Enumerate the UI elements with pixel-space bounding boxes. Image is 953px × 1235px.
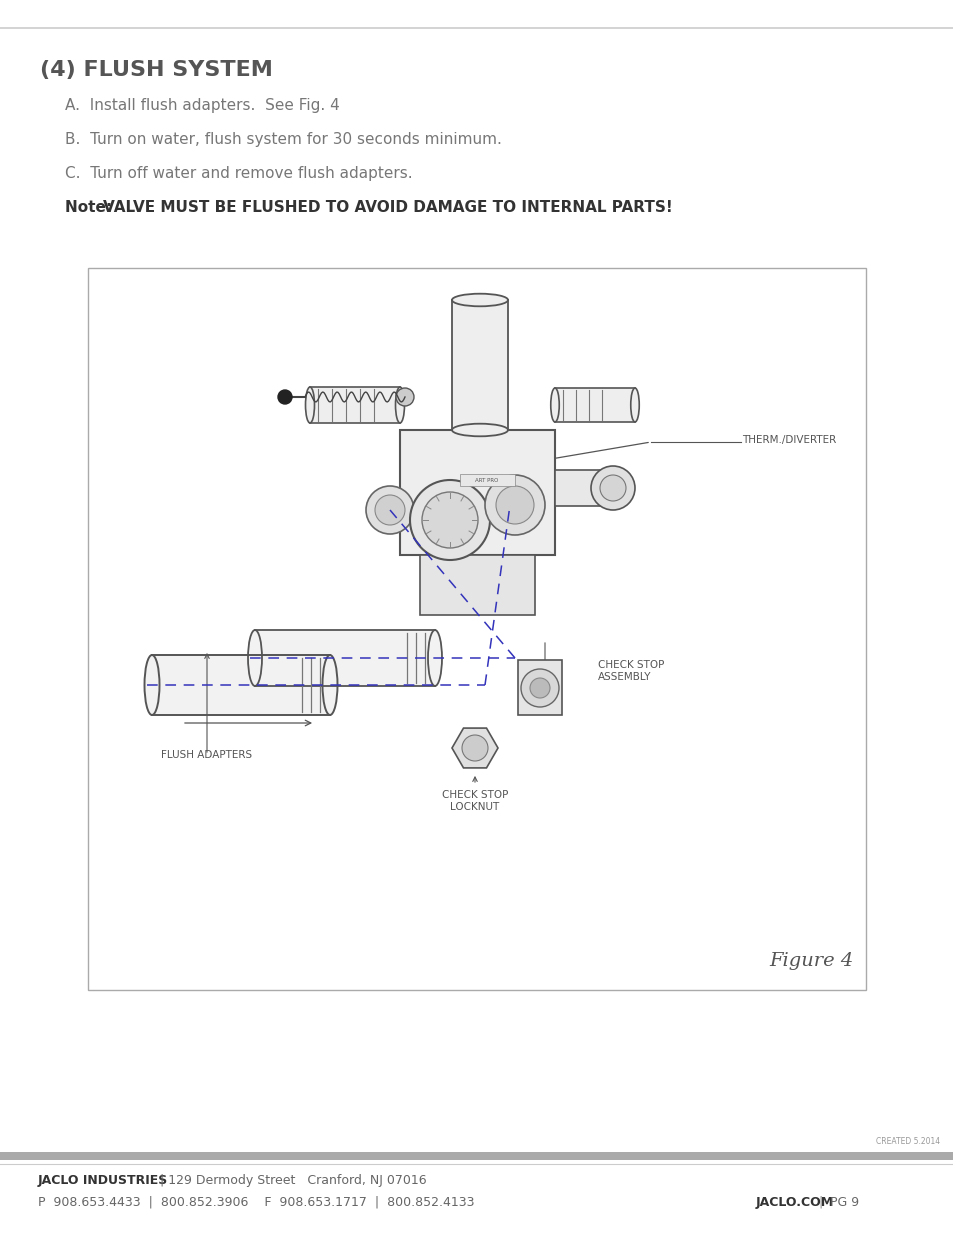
Text: P  908.653.4433  |  800.852.3906    F  908.653.1717  |  800.852.4133: P 908.653.4433 | 800.852.3906 F 908.653.… xyxy=(38,1195,474,1209)
Text: CHECK STOP
LOCKNUT: CHECK STOP LOCKNUT xyxy=(441,790,508,811)
Text: Note:: Note: xyxy=(65,200,117,215)
Ellipse shape xyxy=(248,630,262,685)
Bar xyxy=(310,387,399,424)
Text: CHECK STOP
ASSEMBLY: CHECK STOP ASSEMBLY xyxy=(598,659,663,682)
Text: B.  Turn on water, flush system for 30 seconds minimum.: B. Turn on water, flush system for 30 se… xyxy=(65,132,501,147)
Text: CREATED 5.2014: CREATED 5.2014 xyxy=(875,1137,939,1146)
Ellipse shape xyxy=(144,655,159,715)
Text: THERM./DIVERTER: THERM./DIVERTER xyxy=(741,435,836,445)
Ellipse shape xyxy=(305,387,314,424)
Circle shape xyxy=(421,492,477,548)
Ellipse shape xyxy=(395,388,414,406)
Circle shape xyxy=(366,487,414,534)
Circle shape xyxy=(484,475,544,535)
Bar xyxy=(399,430,555,555)
Ellipse shape xyxy=(550,388,558,422)
Text: FLUSH ADAPTERS: FLUSH ADAPTERS xyxy=(161,750,253,760)
Circle shape xyxy=(599,475,625,501)
Circle shape xyxy=(590,466,635,510)
Circle shape xyxy=(461,735,488,761)
Bar xyxy=(517,659,561,715)
Circle shape xyxy=(277,390,292,404)
Ellipse shape xyxy=(452,294,507,306)
Text: VALVE MUST BE FLUSHED TO AVOID DAMAGE TO INTERNAL PARTS!: VALVE MUST BE FLUSHED TO AVOID DAMAGE TO… xyxy=(103,200,672,215)
Ellipse shape xyxy=(452,424,507,436)
Text: ART PRO: ART PRO xyxy=(475,478,498,483)
Ellipse shape xyxy=(395,387,404,424)
Circle shape xyxy=(520,669,558,706)
Bar xyxy=(452,300,507,430)
Text: Figure 4: Figure 4 xyxy=(769,952,853,969)
Text: | 129 Dermody Street   Cranford, NJ 07016: | 129 Dermody Street Cranford, NJ 07016 xyxy=(156,1174,426,1187)
Ellipse shape xyxy=(630,388,639,422)
Ellipse shape xyxy=(322,655,337,715)
Bar xyxy=(555,388,635,422)
Text: |: | xyxy=(817,1195,821,1209)
Bar xyxy=(459,474,515,487)
Circle shape xyxy=(530,678,550,698)
Text: (4) FLUSH SYSTEM: (4) FLUSH SYSTEM xyxy=(40,61,273,80)
Bar xyxy=(152,655,330,715)
Text: C.  Turn off water and remove flush adapters.: C. Turn off water and remove flush adapt… xyxy=(65,165,413,182)
Circle shape xyxy=(410,480,490,559)
Text: JACLO.COM: JACLO.COM xyxy=(755,1195,833,1209)
Text: JACLO INDUSTRIES: JACLO INDUSTRIES xyxy=(38,1174,168,1187)
Circle shape xyxy=(496,487,534,524)
Bar xyxy=(555,471,609,506)
Ellipse shape xyxy=(428,630,441,685)
Bar xyxy=(88,268,865,990)
Text: PG 9: PG 9 xyxy=(829,1195,859,1209)
Bar xyxy=(419,555,535,615)
Circle shape xyxy=(375,495,405,525)
Bar xyxy=(254,630,435,685)
Bar xyxy=(0,1152,953,1160)
Text: A.  Install flush adapters.  See Fig. 4: A. Install flush adapters. See Fig. 4 xyxy=(65,98,339,112)
